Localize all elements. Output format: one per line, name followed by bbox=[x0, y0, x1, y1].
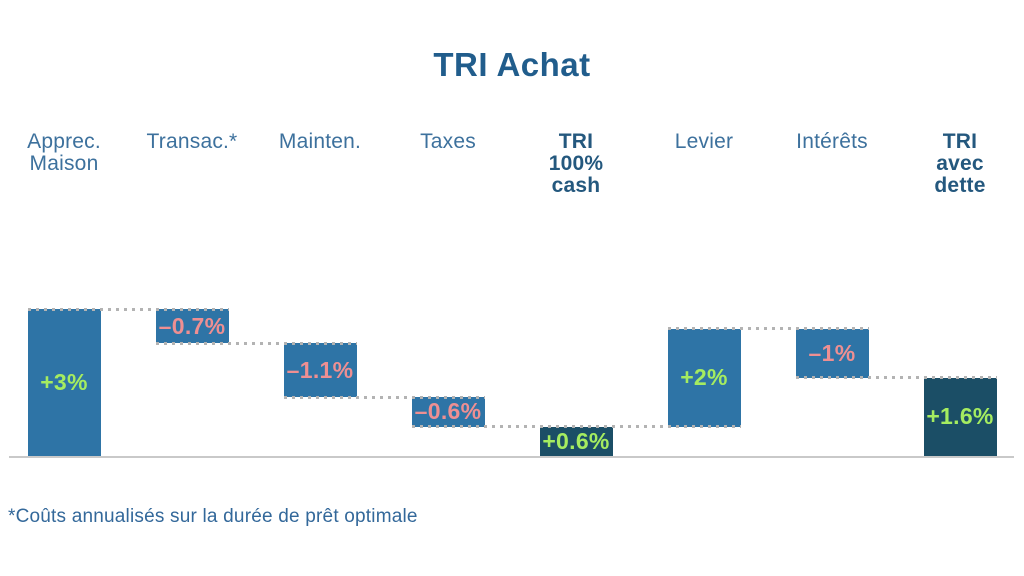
bar-interets: –1% bbox=[795, 328, 869, 378]
category-label-tri-100-cash: TRI 100% cash bbox=[548, 130, 604, 197]
chart-title: TRI Achat bbox=[433, 46, 591, 83]
bar-tri-avec-dette: +1.6% bbox=[923, 377, 997, 456]
waterfall-connector bbox=[411, 425, 613, 429]
bar-value-label: +2% bbox=[680, 364, 728, 391]
bar-value-label: –0.7% bbox=[158, 312, 226, 339]
waterfall-connector bbox=[795, 376, 997, 380]
bar-value-label: –0.6% bbox=[414, 398, 482, 425]
bar-value-label: –1% bbox=[808, 339, 856, 366]
category-label-interets: Intérêts bbox=[796, 130, 868, 153]
waterfall-connector bbox=[667, 327, 869, 331]
category-label-tri-avec-dette: TRI avec dette bbox=[934, 130, 986, 197]
category-label-taxes: Taxes bbox=[420, 130, 476, 153]
bar-tri-100-cash: +0.6% bbox=[539, 426, 613, 456]
bar-value-label: –1.1% bbox=[286, 356, 354, 383]
category-label-levier: Levier bbox=[674, 130, 734, 153]
footnote: *Coûts annualisés sur la durée de prêt o… bbox=[8, 506, 418, 527]
bar-value-label: +3% bbox=[40, 369, 88, 395]
bar-mainten: –1.1% bbox=[283, 343, 357, 398]
bar-value-label: +1.6% bbox=[926, 403, 994, 430]
bar-value-label: +0.6% bbox=[542, 427, 610, 454]
category-headers: Apprec. Maison Transac.* Mainten. Taxes TRI 10… bbox=[0, 131, 1024, 197]
waterfall-connector bbox=[539, 425, 741, 429]
waterfall-connector bbox=[283, 395, 485, 399]
category-label-mainten: Mainten. bbox=[278, 130, 362, 153]
bar-taxes: –0.6% bbox=[411, 397, 485, 427]
bar-levier: +2% bbox=[667, 328, 741, 427]
category-label-transac: Transac.* bbox=[146, 130, 238, 153]
bar-transac: –0.7% bbox=[155, 309, 229, 344]
bar-apprec-maison: +3% bbox=[27, 309, 101, 456]
x-axis-line bbox=[9, 455, 1014, 458]
waterfall-connector bbox=[155, 341, 357, 345]
waterfall-connector bbox=[27, 307, 229, 311]
category-label-apprec-maison: Apprec. Maison bbox=[27, 130, 101, 175]
